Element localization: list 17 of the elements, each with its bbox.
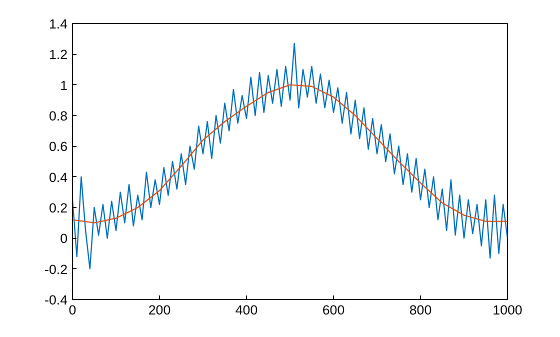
y-tick-label: 0.4 bbox=[48, 170, 68, 185]
x-tick-label: 400 bbox=[235, 302, 258, 318]
y-tick-label: 0.2 bbox=[48, 200, 68, 216]
y-tick-label: -0.2 bbox=[44, 262, 68, 277]
y-tick-label: 1.4 bbox=[48, 16, 68, 32]
line-series bbox=[72, 84, 508, 224]
y-tick-label: 0.8 bbox=[48, 108, 68, 124]
y-tick-label: 1.2 bbox=[48, 47, 68, 62]
x-tick-label: 200 bbox=[148, 302, 171, 318]
x-tick-label: 600 bbox=[322, 302, 345, 318]
y-tick-label: 1 bbox=[60, 78, 68, 93]
y-tick-label: -0.4 bbox=[44, 292, 68, 308]
line-series bbox=[72, 42, 508, 270]
y-tick-label: 0 bbox=[60, 231, 68, 246]
x-tick-label: 1000 bbox=[492, 302, 522, 318]
x-tick-label: 800 bbox=[409, 302, 432, 318]
y-tick-label: 0.6 bbox=[48, 139, 68, 154]
